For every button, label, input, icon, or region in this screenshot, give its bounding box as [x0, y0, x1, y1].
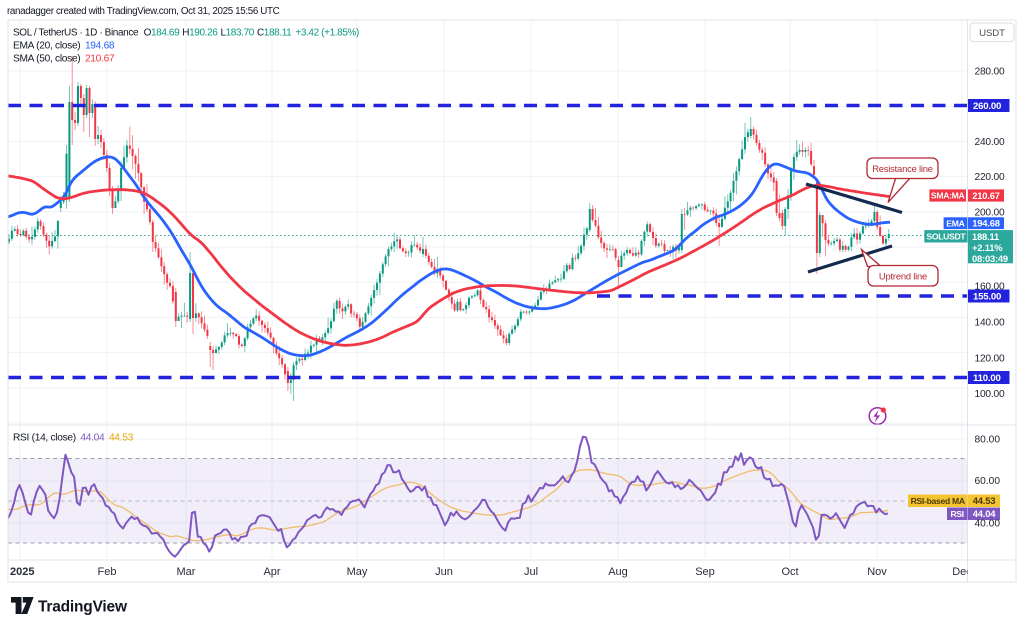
svg-text:100.00: 100.00 [975, 389, 1005, 400]
svg-text:TradingView: TradingView [38, 599, 128, 616]
svg-text:60.00: 60.00 [975, 476, 1001, 487]
svg-text:Feb: Feb [98, 566, 117, 578]
svg-text:188.11: 188.11 [972, 231, 999, 242]
svg-text:Oct: Oct [781, 566, 798, 578]
svg-text:200.00: 200.00 [975, 207, 1005, 218]
svg-text:220.00: 220.00 [975, 172, 1005, 183]
svg-text:240.00: 240.00 [975, 137, 1005, 148]
svg-text:2025: 2025 [10, 566, 34, 578]
svg-text:40.00: 40.00 [975, 519, 1001, 530]
svg-text:Nov: Nov [867, 566, 887, 578]
svg-text:08:03:49: 08:03:49 [972, 253, 1008, 264]
svg-text:Dec: Dec [952, 566, 972, 578]
svg-text:+2.11%: +2.11% [972, 242, 1003, 253]
svg-text:160.00: 160.00 [975, 282, 1005, 293]
svg-text:Mar: Mar [177, 566, 196, 578]
svg-text:SMA (50, close) 210.67: SMA (50, close) 210.67 [13, 54, 115, 65]
svg-text:Uptrend line: Uptrend line [879, 270, 927, 281]
svg-text:210.67: 210.67 [972, 190, 999, 201]
svg-text:EMA (20, close) 194.68: EMA (20, close) 194.68 [13, 41, 115, 52]
svg-text:RSI: RSI [950, 509, 963, 519]
svg-text:May: May [347, 566, 368, 578]
svg-text:80.00: 80.00 [975, 435, 1001, 446]
svg-text:194.68: 194.68 [972, 218, 999, 229]
svg-text:44.53: 44.53 [973, 495, 995, 506]
svg-text:USDT: USDT [979, 28, 1005, 39]
svg-text:RSI-based MA: RSI-based MA [911, 496, 965, 506]
svg-text:Sep: Sep [695, 566, 715, 578]
svg-text:Resistance line: Resistance line [872, 163, 933, 174]
svg-text:140.00: 140.00 [975, 318, 1005, 329]
svg-text:SMA:MA: SMA:MA [931, 191, 965, 201]
svg-text:Apr: Apr [263, 566, 280, 578]
svg-text:Jun: Jun [435, 566, 453, 578]
svg-text:120.00: 120.00 [975, 354, 1005, 365]
svg-text:44.04: 44.04 [973, 508, 996, 519]
svg-text:260.00: 260.00 [973, 101, 1001, 112]
svg-text:Aug: Aug [608, 566, 628, 578]
svg-text:EMA: EMA [946, 218, 964, 228]
svg-text:110.00: 110.00 [973, 373, 1001, 384]
svg-text:SOL / TetherUS · 1D · Binance: SOL / TetherUS · 1D · Binance O184.69 H19… [13, 28, 359, 39]
svg-text:280.00: 280.00 [975, 67, 1005, 78]
svg-text:155.00: 155.00 [973, 292, 1001, 303]
svg-text:RSI (14, close) 44.04 44.53: RSI (14, close) 44.04 44.53 [13, 433, 134, 444]
svg-text:Jul: Jul [524, 566, 538, 578]
svg-text:ranadagger created with Tradin: ranadagger created with TradingView.com,… [7, 6, 280, 17]
svg-text:SOLUSDT: SOLUSDT [926, 232, 966, 242]
